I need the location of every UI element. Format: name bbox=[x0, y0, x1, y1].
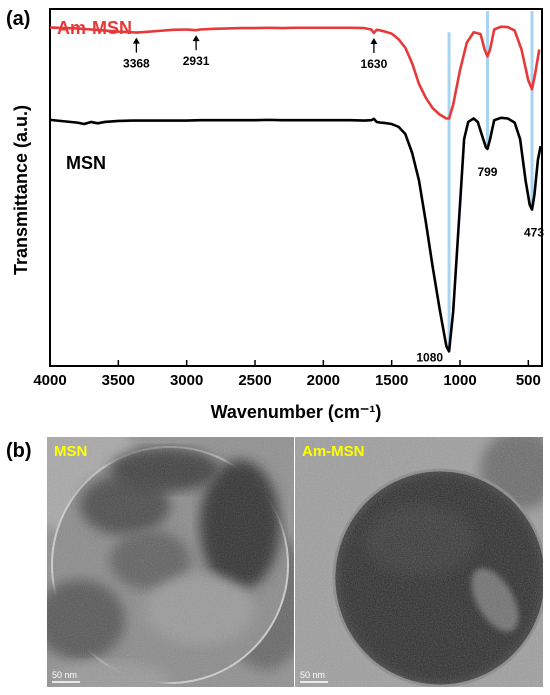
ftir-chart: 4000 3500 3000 2500 2000 1500 1000 500 3368 2931… bbox=[11, 8, 544, 422]
scale-label-am-msn: 50 nm bbox=[300, 670, 325, 680]
x-tick-label-4000: 4000 bbox=[33, 372, 66, 389]
annotation-1080: 1080 bbox=[416, 350, 443, 364]
series-line-msn bbox=[50, 116, 542, 353]
tem-image-am-msn bbox=[295, 437, 543, 687]
x-tick-label-500: 500 bbox=[516, 372, 541, 389]
tem-image-msn bbox=[47, 437, 294, 687]
x-tick-label-1000: 1000 bbox=[443, 372, 476, 389]
scale-label-msn: 50 nm bbox=[52, 670, 77, 680]
series-label-am-msn: Am-MSN bbox=[57, 18, 132, 38]
y-axis-title: Transmittance (a.u.) bbox=[11, 105, 31, 275]
series-layer bbox=[50, 25, 542, 353]
annotations: 3368 2931 1630 1080 799 473 bbox=[123, 35, 544, 364]
panel-a-label: (a) bbox=[6, 8, 30, 30]
annotation-3368: 3368 bbox=[123, 57, 150, 71]
plot-frame bbox=[49, 8, 543, 367]
arrow-head-3368 bbox=[132, 37, 140, 44]
x-tick-label-3000: 3000 bbox=[170, 372, 203, 389]
x-axis-title: Wavenumber (cm⁻¹) bbox=[211, 402, 382, 422]
series-label-msn: MSN bbox=[66, 153, 106, 173]
x-tick-label-2000: 2000 bbox=[307, 372, 340, 389]
panel-b-label: (b) bbox=[6, 440, 32, 462]
tem-label-am-msn: Am-MSN bbox=[302, 443, 365, 460]
annotation-1630: 1630 bbox=[361, 57, 388, 71]
annotation-2931: 2931 bbox=[183, 54, 210, 68]
arrow-head-2931 bbox=[192, 35, 200, 42]
x-tick-label-2500: 2500 bbox=[238, 372, 271, 389]
tem-label-msn: MSN bbox=[54, 443, 87, 460]
series-line-am-msn bbox=[50, 25, 541, 120]
annotation-799: 799 bbox=[477, 165, 497, 179]
arrow-head-1630 bbox=[370, 37, 378, 44]
x-ticks: 4000 3500 3000 2500 2000 1500 1000 500 bbox=[33, 360, 541, 389]
guide-lines bbox=[447, 11, 534, 352]
annotation-473: 473 bbox=[524, 226, 544, 240]
x-tick-label-1500: 1500 bbox=[375, 372, 408, 389]
x-tick-label-3500: 3500 bbox=[102, 372, 135, 389]
